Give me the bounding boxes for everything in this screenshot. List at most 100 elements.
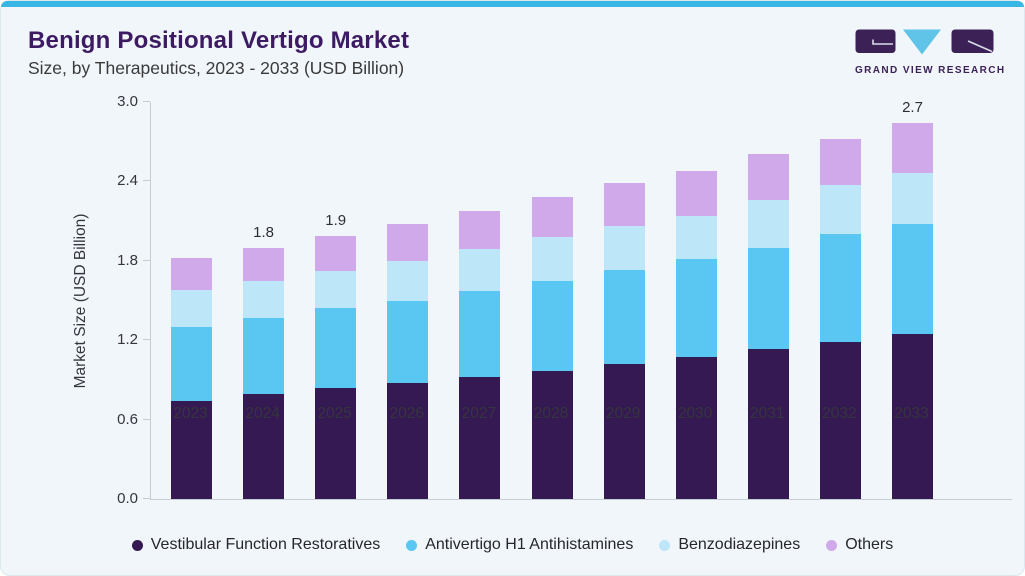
bar-segment [171, 289, 212, 327]
bar-segment [387, 382, 429, 499]
bar-segment [459, 377, 501, 499]
bar-2023 [171, 258, 212, 499]
x-axis-label: 2031 [750, 405, 785, 422]
legend-dot-icon [406, 539, 418, 551]
y-axis-title: Market Size (USD Billion) [72, 213, 89, 389]
chart-title: Benign Positional Vertigo Market [28, 27, 410, 54]
bar-2028 [531, 197, 573, 499]
y-tick-mark [143, 101, 150, 102]
bar-segment [892, 173, 933, 224]
bar-2026 [387, 223, 429, 499]
bar-segment [387, 260, 429, 301]
gvr-logo-mark [855, 29, 994, 55]
legend-dot-icon [826, 539, 838, 551]
legend-label: Benzodiazepines [678, 536, 801, 553]
bar-segment [747, 153, 789, 200]
bar-segment [243, 280, 285, 318]
x-axis-label: 2032 [822, 405, 857, 422]
x-axis-label: 2024 [245, 405, 280, 422]
y-tick-mark [143, 259, 150, 261]
y-tick-mark [143, 418, 150, 420]
bar-segment [603, 226, 645, 271]
bar-segment [819, 185, 861, 235]
bar-2027 [459, 210, 501, 499]
x-axis-label: 2029 [605, 405, 641, 422]
plot-area: 0.0 0.6 1.2 1.8 2.4 3.0 1.8 1.9 2.7 [117, 93, 1012, 507]
bar-segment [892, 333, 933, 499]
bar-segment [531, 370, 573, 499]
legend-item: Antivertigo H1 Antihistamines [406, 536, 633, 554]
bar-segment [819, 234, 861, 342]
y-tick-label: 0.0 [117, 490, 138, 507]
gvr-logo-text: GRAND VIEW RESEARCH [855, 65, 1006, 76]
bar-2031 [747, 153, 789, 499]
bar-segment [171, 326, 212, 402]
x-axis-label: 2028 [533, 405, 569, 422]
legend-dot-icon [131, 539, 143, 551]
bar-segment [747, 247, 789, 350]
bar-segment [387, 223, 429, 261]
y-tick-label: 1.2 [117, 331, 138, 349]
bar-segment [243, 394, 285, 499]
bar-segment [675, 357, 717, 499]
bar-segment [531, 280, 573, 371]
bar-segment [315, 235, 357, 272]
logo-g-detail [872, 39, 893, 45]
x-axis-label: 2023 [173, 405, 208, 422]
bar-segment [315, 271, 357, 309]
bar-segment [675, 259, 717, 358]
bar-segment [243, 317, 285, 395]
bar-2025 [315, 235, 357, 499]
bar-segment [603, 182, 645, 227]
x-axis-label: 2030 [677, 405, 713, 422]
bar-segment [675, 170, 717, 216]
y-tick-mark [143, 498, 150, 499]
bar-2030 [675, 170, 717, 499]
bar-segment [603, 364, 645, 499]
bar-segment [171, 401, 212, 499]
x-axis-label: 2033 [894, 405, 929, 422]
bar-segment [531, 197, 573, 237]
bar-value-label: 2.7 [902, 99, 923, 117]
bar-segment [243, 247, 285, 281]
top-accent-bar [1, 1, 1024, 7]
y-tick-label: 1.8 [117, 251, 138, 269]
bar-segment [459, 291, 501, 378]
bar-segment [747, 349, 789, 499]
legend-item: Others [826, 536, 893, 554]
y-tick-label: 0.6 [117, 410, 138, 428]
y-tick-mark [143, 339, 150, 341]
bar-segment [819, 139, 861, 186]
bar-segment [892, 223, 933, 334]
bar-segment [459, 248, 501, 292]
bar-segment [315, 387, 357, 499]
legend-label: Others [845, 536, 894, 553]
bar-segment [171, 258, 212, 290]
gvr-logo: GRAND VIEW RESEARCH [855, 29, 1006, 76]
bar-value-label: 1.9 [325, 211, 347, 229]
logo-r-detail [967, 40, 993, 53]
bar-segment [531, 237, 573, 281]
logo-g-block [855, 29, 896, 53]
x-axis-label: 2027 [461, 405, 497, 422]
y-tick-mark [143, 180, 150, 182]
legend-label: Antivertigo H1 Antihistamines [425, 536, 634, 553]
y-tick-label: 3.0 [117, 93, 138, 110]
bar-segment [747, 199, 789, 248]
bar-segment [892, 123, 933, 174]
legend-item: Vestibular Function Restoratives [131, 536, 381, 554]
bar-segment [315, 308, 357, 388]
bar-segment [603, 270, 645, 365]
legend-dot-icon [659, 539, 671, 551]
x-axis-label: 2025 [317, 405, 352, 422]
bar-2032 [819, 139, 861, 499]
chart-legend: Vestibular Function Restoratives Antivert… [1, 536, 1024, 554]
bar-segment [387, 300, 429, 383]
x-axis-label: 2026 [389, 405, 425, 422]
logo-v-triangle [903, 29, 941, 55]
legend-label: Vestibular Function Restoratives [150, 536, 381, 553]
y-tick-label: 2.4 [117, 172, 138, 190]
bar-2024 [243, 247, 285, 499]
